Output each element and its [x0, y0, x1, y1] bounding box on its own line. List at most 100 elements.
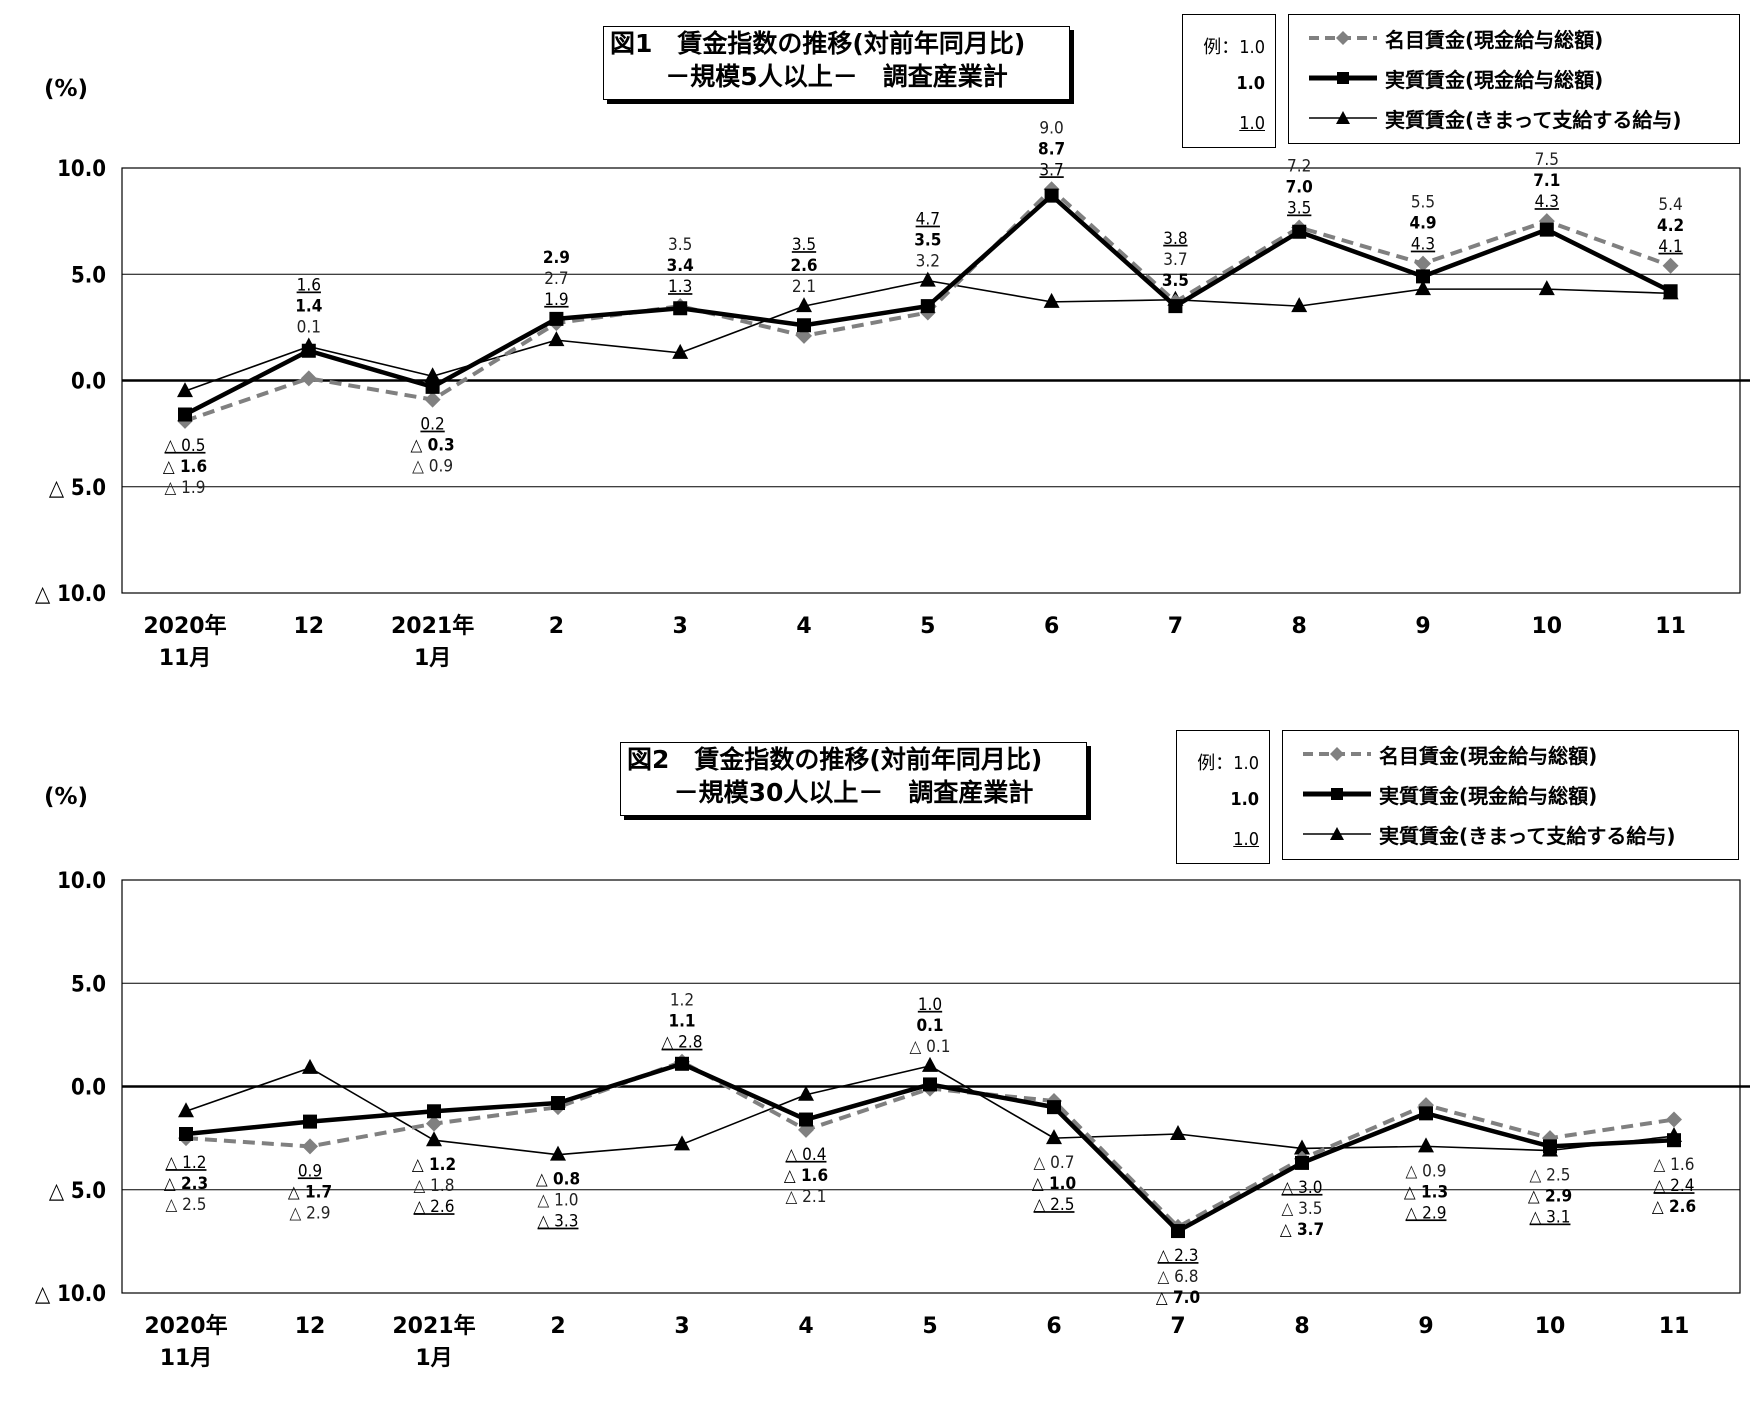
data-label-nominal: 1.2: [670, 991, 694, 1011]
legend-swatch-real-regular: [1309, 111, 1377, 124]
data-label-nominal: △ 1.6: [1654, 1155, 1695, 1175]
legend-label-nominal: 名目賃金(現金給与総額): [1385, 27, 1604, 52]
marker-nominal: [302, 1138, 318, 1155]
data-label-real_regular: 4.3: [1535, 192, 1559, 212]
legend-swatch-real-total: [1303, 788, 1371, 800]
chart-figure-1: 10.0 5.0 0.0 △ 5.0 △ 10.0 2020年 11月 12 2021年 1月 2 3…: [0, 0, 1750, 700]
x-tick-label: 8: [1292, 614, 1307, 639]
legend-swatch-nominal: [1309, 31, 1377, 45]
x-tick-label: 6: [1046, 1314, 1061, 1339]
marker-real_regular: [302, 1058, 318, 1074]
legend: 名目賃金(現金給与総額) 実質賃金(現金給与総額) 実質賃金(きまって支給する給…: [1288, 14, 1740, 144]
marker-nominal: [1415, 255, 1431, 272]
data-label-real_total: 3.5: [1162, 271, 1189, 291]
data-label-nominal: 2.7: [544, 269, 568, 289]
data-label-nominal: 5.5: [1411, 193, 1435, 213]
data-label-nominal: △ 2.5: [166, 1195, 207, 1215]
data-label-real_total: 3.4: [667, 256, 694, 276]
x-tick-label: 7: [1170, 1314, 1185, 1339]
data-label-real_total: △ 1.7: [288, 1182, 332, 1202]
x-tick-label: 2020年: [144, 1313, 227, 1339]
x-tick-label: 4: [798, 1314, 813, 1339]
marker-real_total: [1663, 284, 1678, 299]
data-label-nominal: △ 0.9: [412, 457, 453, 477]
data-label-nominal: △ 2.5: [1530, 1166, 1571, 1186]
data-label-real_total: △ 1.6: [784, 1166, 828, 1186]
marker-real_regular: [426, 1131, 442, 1147]
key-row-real-total: 1.0: [1236, 73, 1265, 94]
marker-real_total: [1295, 1155, 1309, 1170]
data-label-real_regular: 1.0: [918, 995, 942, 1015]
marker-real_regular: [796, 297, 812, 313]
marker-real_total: [1171, 1224, 1185, 1239]
x-tick-label: 6: [1044, 614, 1059, 639]
data-label-real_regular: 1.9: [544, 290, 568, 310]
legend-swatch-nominal: [1303, 747, 1371, 761]
data-label-nominal: 3.2: [916, 252, 940, 272]
legend-label-nominal: 名目賃金(現金給与総額): [1379, 743, 1598, 768]
data-label-real_regular: △ 2.8: [662, 1033, 703, 1053]
marker-real_regular: [177, 382, 193, 398]
marker-real_regular: [672, 343, 689, 359]
data-label-nominal: 5.4: [1658, 195, 1682, 215]
data-label-real_regular: 1.6: [297, 276, 321, 296]
data-label-real_total: △ 2.6: [1652, 1197, 1696, 1217]
marker-nominal: [1666, 1111, 1682, 1128]
legend-label-real-total: 実質賃金(現金給与総額): [1379, 783, 1598, 808]
data-label-real_regular: 4.7: [916, 210, 940, 230]
chart-2-plot: 10.0 5.0 0.0 △ 5.0 △ 10.0 2020年 11月 12 2021年 1月 2 3…: [35, 869, 1750, 1371]
data-label-real_total: △ 3.7: [1280, 1220, 1324, 1240]
data-label-nominal: 9.0: [1039, 118, 1063, 138]
data-label-real_total: △ 2.9: [1528, 1187, 1572, 1207]
marker-real_regular: [548, 331, 565, 347]
data-label-nominal: 0.1: [297, 318, 321, 338]
marker-real_total: [920, 299, 935, 314]
data-label-real_regular: 1.3: [668, 277, 692, 297]
marker-real_total: [425, 379, 440, 394]
marker-real_total: [303, 1114, 317, 1129]
marker-real_total: [549, 311, 564, 326]
legend: 名目賃金(現金給与総額) 実質賃金(現金給与総額) 実質賃金(きまって支給する給…: [1282, 730, 1739, 860]
x-tick-label: 5: [922, 1314, 937, 1339]
x-tick-label: 8: [1294, 1314, 1309, 1339]
data-label-real_total: 3.5: [914, 231, 941, 251]
data-label-nominal: △ 1.9: [165, 478, 206, 498]
marker-real_total: [923, 1077, 937, 1092]
x-tick-label: 10: [1531, 614, 1562, 639]
data-label-nominal: △ 0.1: [910, 1037, 951, 1057]
marker-real_total: [551, 1096, 565, 1111]
marker-real_total: [301, 343, 316, 358]
data-label-real_total: △ 0.8: [536, 1170, 580, 1190]
chart-title-line-2: －規模5人以上－ 調査産業計: [665, 62, 1008, 91]
label-format-key: 例：1.0 1.0 1.0: [1176, 730, 1270, 864]
legend-swatch-real-regular: [1303, 827, 1371, 840]
y-tick-label: △ 10.0: [35, 582, 106, 607]
key-row-real-total: 1.0: [1230, 789, 1259, 810]
data-label-nominal: △ 0.9: [1406, 1161, 1447, 1181]
legend-item-real-total: 実質賃金(現金給与総額): [1307, 65, 1603, 92]
data-label-nominal: 2.1: [792, 277, 816, 297]
data-label-nominal: △ 0.7: [1034, 1153, 1075, 1173]
x-tick-label: 2021年: [392, 1313, 475, 1339]
legend-swatch-real-total: [1309, 72, 1377, 84]
data-label-real_total: 8.7: [1038, 139, 1065, 159]
chart-1-plot: 10.0 5.0 0.0 △ 5.0 △ 10.0 2020年 11月 12 2021年 1月 2 3…: [35, 118, 1750, 671]
y-unit-label: (%): [44, 784, 89, 810]
data-label-real_regular: △ 2.5: [1034, 1195, 1075, 1215]
x-tick-label: 12: [295, 1314, 326, 1339]
x-tick-label: 11: [1659, 1314, 1690, 1339]
data-label-nominal: 7.2: [1287, 157, 1311, 177]
data-label-real_regular: 0.2: [420, 415, 444, 435]
legend-item-real-regular: 実質賃金(きまって支給する給与): [1307, 105, 1681, 132]
data-label-real_regular: 3.5: [1287, 199, 1311, 219]
data-label-real_total: △ 1.2: [412, 1155, 456, 1175]
data-label-real_total: 2.9: [543, 248, 570, 268]
key-row-nominal: 例：1.0: [1203, 37, 1265, 58]
data-label-real_regular: △ 3.3: [538, 1212, 579, 1232]
marker-real_total: [799, 1112, 813, 1127]
marker-real_regular: [424, 367, 441, 383]
data-label-real_regular: △ 1.2: [166, 1153, 207, 1173]
data-label-real_total: 7.0: [1286, 178, 1313, 198]
data-label-real_regular: 3.8: [1163, 229, 1187, 249]
x-tick-label: 7: [1168, 614, 1183, 639]
